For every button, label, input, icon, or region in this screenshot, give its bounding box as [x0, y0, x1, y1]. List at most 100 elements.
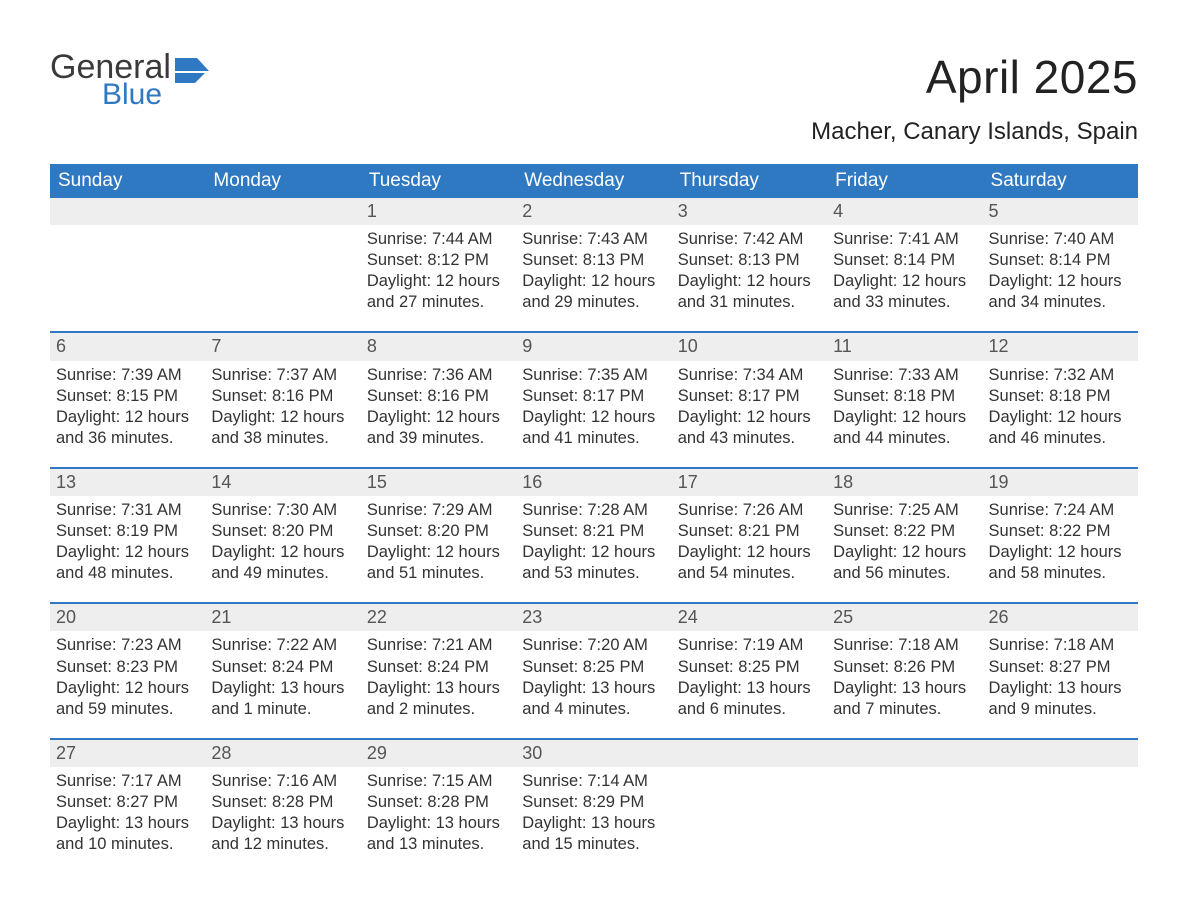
day-detail-cell: Sunrise: 7:43 AMSunset: 8:13 PMDaylight:…	[516, 225, 671, 332]
daylight-text: and 13 minutes.	[367, 834, 510, 855]
day-detail-cell: Sunrise: 7:25 AMSunset: 8:22 PMDaylight:…	[827, 496, 982, 603]
day-detail-cell: Sunrise: 7:16 AMSunset: 8:28 PMDaylight:…	[205, 767, 360, 873]
daylight-text: and 44 minutes.	[833, 428, 976, 449]
day-number-cell: 19	[983, 468, 1138, 496]
day-number-cell: 28	[205, 739, 360, 767]
daylight-text: and 41 minutes.	[522, 428, 665, 449]
daylight-text: Daylight: 12 hours	[522, 407, 665, 428]
sunset-text: Sunset: 8:22 PM	[833, 521, 976, 542]
day-detail-cell: Sunrise: 7:40 AMSunset: 8:14 PMDaylight:…	[983, 225, 1138, 332]
day-detail-cell: Sunrise: 7:32 AMSunset: 8:18 PMDaylight:…	[983, 361, 1138, 468]
daylight-text: Daylight: 12 hours	[989, 542, 1132, 563]
day-number-cell: 15	[361, 468, 516, 496]
daylight-text: and 46 minutes.	[989, 428, 1132, 449]
sunset-text: Sunset: 8:17 PM	[678, 386, 821, 407]
daylight-text: and 2 minutes.	[367, 699, 510, 720]
sunset-text: Sunset: 8:28 PM	[367, 792, 510, 813]
daylight-text: and 59 minutes.	[56, 699, 199, 720]
sunrise-text: Sunrise: 7:21 AM	[367, 635, 510, 656]
sunrise-text: Sunrise: 7:30 AM	[211, 500, 354, 521]
daylight-text: Daylight: 13 hours	[522, 813, 665, 834]
day-number-cell: 11	[827, 332, 982, 360]
day-number-cell: 21	[205, 603, 360, 631]
sunset-text: Sunset: 8:22 PM	[989, 521, 1132, 542]
daylight-text: Daylight: 12 hours	[989, 407, 1132, 428]
daylight-text: Daylight: 12 hours	[211, 407, 354, 428]
daylight-text: Daylight: 12 hours	[678, 542, 821, 563]
day-detail-cell: Sunrise: 7:18 AMSunset: 8:27 PMDaylight:…	[983, 631, 1138, 738]
sunset-text: Sunset: 8:13 PM	[522, 250, 665, 271]
day-number-cell: 4	[827, 198, 982, 225]
day-number-cell: 27	[50, 739, 205, 767]
sunset-text: Sunset: 8:25 PM	[678, 657, 821, 678]
day-number-cell: 29	[361, 739, 516, 767]
sunset-text: Sunset: 8:19 PM	[56, 521, 199, 542]
sunset-text: Sunset: 8:23 PM	[56, 657, 199, 678]
day-detail-row: Sunrise: 7:44 AMSunset: 8:12 PMDaylight:…	[50, 225, 1138, 332]
daylight-text: and 49 minutes.	[211, 563, 354, 584]
weekday-header: Tuesday	[361, 164, 516, 198]
sunrise-text: Sunrise: 7:42 AM	[678, 229, 821, 250]
day-detail-cell: Sunrise: 7:22 AMSunset: 8:24 PMDaylight:…	[205, 631, 360, 738]
daylight-text: Daylight: 12 hours	[367, 542, 510, 563]
daylight-text: Daylight: 12 hours	[833, 542, 976, 563]
logo-text: General Blue	[50, 50, 171, 110]
daylight-text: Daylight: 12 hours	[56, 542, 199, 563]
sunset-text: Sunset: 8:21 PM	[678, 521, 821, 542]
daylight-text: and 15 minutes.	[522, 834, 665, 855]
sunset-text: Sunset: 8:20 PM	[211, 521, 354, 542]
day-detail-cell	[672, 767, 827, 873]
day-number-cell: 30	[516, 739, 671, 767]
daylight-text: Daylight: 12 hours	[367, 271, 510, 292]
sunrise-text: Sunrise: 7:37 AM	[211, 365, 354, 386]
daylight-text: and 58 minutes.	[989, 563, 1132, 584]
day-detail-cell: Sunrise: 7:29 AMSunset: 8:20 PMDaylight:…	[361, 496, 516, 603]
day-detail-cell: Sunrise: 7:21 AMSunset: 8:24 PMDaylight:…	[361, 631, 516, 738]
sunrise-text: Sunrise: 7:24 AM	[989, 500, 1132, 521]
day-number-row: 27282930	[50, 739, 1138, 767]
sunset-text: Sunset: 8:21 PM	[522, 521, 665, 542]
sunrise-text: Sunrise: 7:44 AM	[367, 229, 510, 250]
day-detail-cell	[205, 225, 360, 332]
sunset-text: Sunset: 8:27 PM	[989, 657, 1132, 678]
sunset-text: Sunset: 8:16 PM	[211, 386, 354, 407]
day-number-cell: 7	[205, 332, 360, 360]
daylight-text: and 1 minute.	[211, 699, 354, 720]
title-block: April 2025 Macher, Canary Islands, Spain	[811, 50, 1138, 146]
daylight-text: and 54 minutes.	[678, 563, 821, 584]
day-number-cell	[827, 739, 982, 767]
sunrise-text: Sunrise: 7:40 AM	[989, 229, 1132, 250]
location-label: Macher, Canary Islands, Spain	[811, 118, 1138, 146]
sunrise-text: Sunrise: 7:14 AM	[522, 771, 665, 792]
day-number-cell: 26	[983, 603, 1138, 631]
sunset-text: Sunset: 8:28 PM	[211, 792, 354, 813]
daylight-text: and 48 minutes.	[56, 563, 199, 584]
daylight-text: Daylight: 13 hours	[367, 813, 510, 834]
daylight-text: Daylight: 12 hours	[989, 271, 1132, 292]
sunrise-text: Sunrise: 7:15 AM	[367, 771, 510, 792]
page-header: General Blue April 2025 Macher, Canary I…	[50, 50, 1138, 146]
day-detail-cell: Sunrise: 7:35 AMSunset: 8:17 PMDaylight:…	[516, 361, 671, 468]
daylight-text: Daylight: 13 hours	[211, 678, 354, 699]
daylight-text: and 29 minutes.	[522, 292, 665, 313]
sunset-text: Sunset: 8:24 PM	[211, 657, 354, 678]
daylight-text: Daylight: 13 hours	[989, 678, 1132, 699]
daylight-text: and 39 minutes.	[367, 428, 510, 449]
day-number-cell: 1	[361, 198, 516, 225]
sunrise-text: Sunrise: 7:18 AM	[833, 635, 976, 656]
day-number-cell: 5	[983, 198, 1138, 225]
daylight-text: Daylight: 13 hours	[678, 678, 821, 699]
day-detail-cell	[983, 767, 1138, 873]
sunset-text: Sunset: 8:25 PM	[522, 657, 665, 678]
daylight-text: and 10 minutes.	[56, 834, 199, 855]
day-detail-cell: Sunrise: 7:41 AMSunset: 8:14 PMDaylight:…	[827, 225, 982, 332]
day-detail-cell	[50, 225, 205, 332]
daylight-text: and 51 minutes.	[367, 563, 510, 584]
day-detail-cell: Sunrise: 7:28 AMSunset: 8:21 PMDaylight:…	[516, 496, 671, 603]
sunrise-text: Sunrise: 7:36 AM	[367, 365, 510, 386]
sunset-text: Sunset: 8:14 PM	[833, 250, 976, 271]
day-detail-cell: Sunrise: 7:26 AMSunset: 8:21 PMDaylight:…	[672, 496, 827, 603]
day-number-cell	[672, 739, 827, 767]
sunrise-text: Sunrise: 7:23 AM	[56, 635, 199, 656]
weekday-header: Monday	[205, 164, 360, 198]
